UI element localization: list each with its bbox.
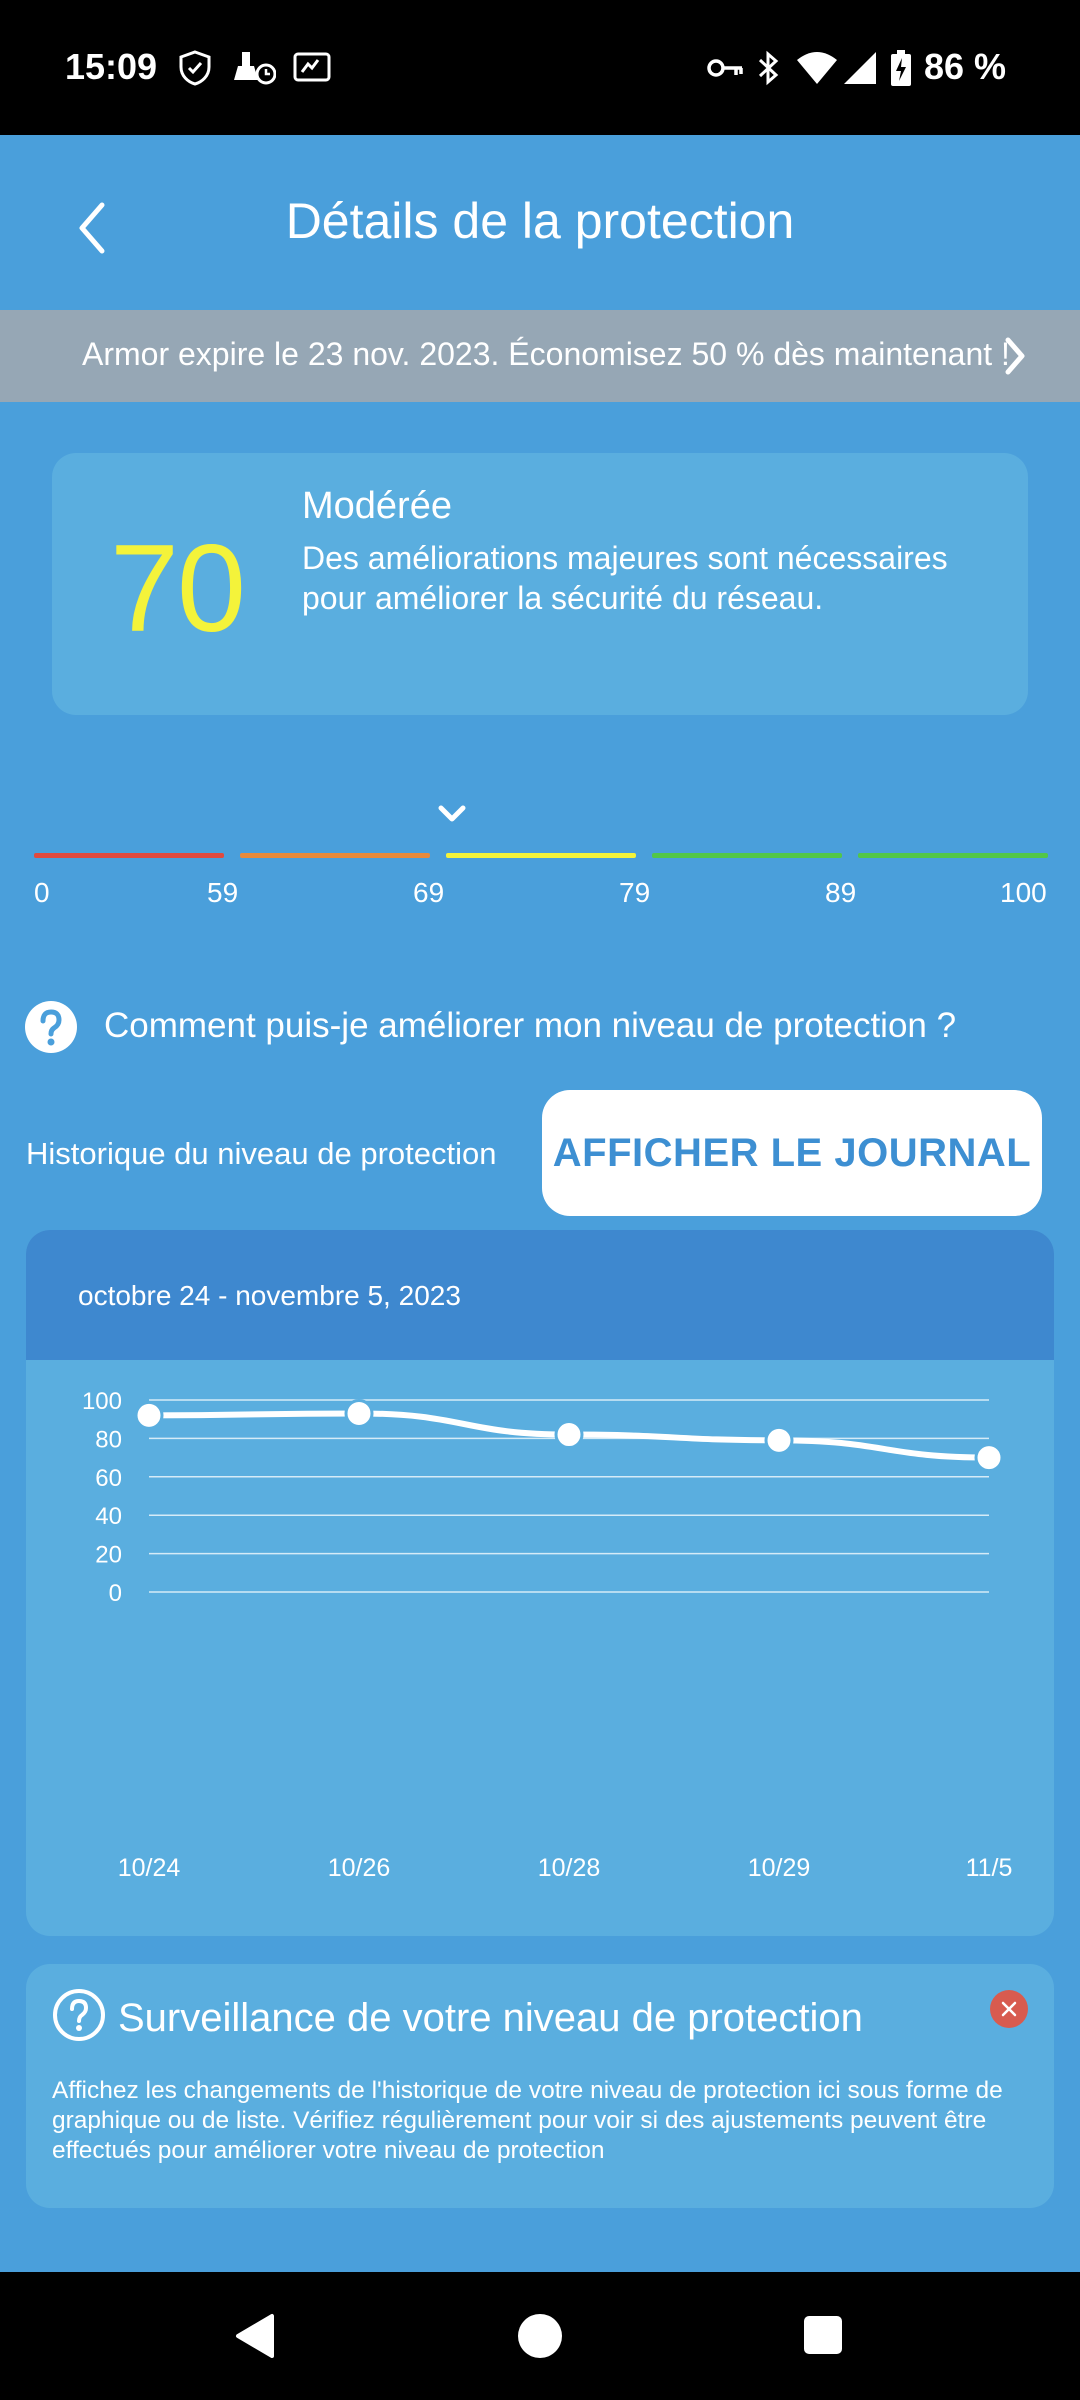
page-title: Détails de la protection [285, 193, 795, 249]
screen-record-icon [293, 52, 331, 82]
improve-protection-link[interactable]: Comment puis-je améliorer mon niveau de … [24, 996, 1064, 1056]
data-point[interactable] [764, 1425, 794, 1455]
close-icon [1001, 2001, 1017, 2017]
y-tick-label: 20 [95, 1542, 122, 1569]
home-nav-icon[interactable] [516, 2312, 564, 2360]
monitoring-info-card: Surveillance de votre niveau de protecti… [26, 1964, 1054, 2208]
scale-label: 79 [619, 877, 651, 908]
scale-pointer-icon [438, 805, 466, 822]
improve-protection-text: Comment puis-je améliorer mon niveau de … [104, 1006, 957, 1045]
promo-text: Armor expire le 23 nov. 2023. Économisez… [82, 336, 1010, 372]
signal-icon [844, 52, 876, 84]
scale-segment [240, 853, 430, 858]
x-tick-label: 10/29 [748, 1854, 811, 1882]
scale-segment [652, 853, 842, 858]
wifi-icon [797, 52, 837, 84]
protection-score: 70 [110, 520, 246, 658]
chevron-left-icon [79, 202, 105, 254]
scale-segment [446, 853, 636, 858]
y-tick-label: 0 [109, 1580, 122, 1607]
cleaner-icon [234, 52, 276, 85]
promo-banner[interactable]: Armor expire le 23 nov. 2023. Économisez… [0, 310, 1080, 402]
close-info-button[interactable] [990, 1990, 1028, 2028]
battery-percent: 86 % [924, 46, 1007, 87]
history-chart-card: octobre 24 - novembre 5, 2023 100 80 60 40 2… [26, 1230, 1054, 1936]
y-tick-label: 40 [95, 1503, 122, 1530]
chart-header: octobre 24 - novembre 5, 2023 [26, 1230, 1054, 1360]
question-icon [25, 1001, 77, 1053]
y-tick-label: 80 [95, 1426, 122, 1453]
scale-label: 0 [34, 877, 50, 908]
scale-segment [34, 853, 224, 858]
x-tick-label: 11/5 [966, 1854, 1013, 1882]
info-card-body: Affichez les changements de l'historique… [52, 2077, 1003, 2164]
scale-label: 69 [413, 877, 445, 908]
app-header: Détails de la protection [0, 135, 1080, 310]
system-nav-bar [0, 2272, 1080, 2400]
scale-label: 89 [825, 877, 857, 908]
protection-description: Des améliorations majeures sont nécessai… [302, 540, 948, 616]
vpn-key-icon [707, 59, 743, 77]
status-bar: 15:09 86 % [0, 0, 1080, 135]
shield-icon [179, 50, 211, 86]
chevron-right-icon [1005, 337, 1025, 375]
scale-segment [858, 853, 1048, 858]
protection-level: Modérée [302, 485, 452, 527]
x-tick-label: 10/26 [328, 1854, 391, 1882]
score-card: 70 Modérée Des améliorations majeures so… [52, 453, 1028, 715]
data-point[interactable] [974, 1443, 1004, 1473]
y-tick-label: 60 [95, 1465, 122, 1492]
y-tick-label: 100 [82, 1388, 122, 1415]
chart-date-range: octobre 24 - novembre 5, 2023 [78, 1280, 461, 1311]
show-log-button[interactable]: AFFICHER LE JOURNAL [542, 1090, 1042, 1216]
scale-label: 100 [1000, 877, 1047, 908]
x-tick-label: 10/28 [538, 1854, 601, 1882]
data-point[interactable] [134, 1400, 164, 1430]
scale-label: 59 [207, 877, 239, 908]
back-nav-icon[interactable] [232, 2312, 280, 2360]
status-time: 15:09 [65, 46, 158, 87]
history-label: Historique du niveau de protection [26, 1136, 497, 1171]
x-tick-label: 10/24 [118, 1854, 181, 1882]
data-point[interactable] [344, 1398, 374, 1428]
back-button[interactable] [62, 193, 122, 263]
info-card-title: Surveillance de votre niveau de protecti… [118, 1996, 863, 2040]
battery-charging-icon [891, 50, 911, 86]
question-outline-icon [53, 1989, 105, 2041]
recents-nav-icon[interactable] [802, 2314, 844, 2356]
data-point[interactable] [554, 1420, 584, 1450]
bluetooth-icon [758, 50, 779, 86]
history-line-chart: 100 80 60 40 20 0 10/24 10/26 10/28 10/29 11/5 [82, 1388, 1013, 1882]
